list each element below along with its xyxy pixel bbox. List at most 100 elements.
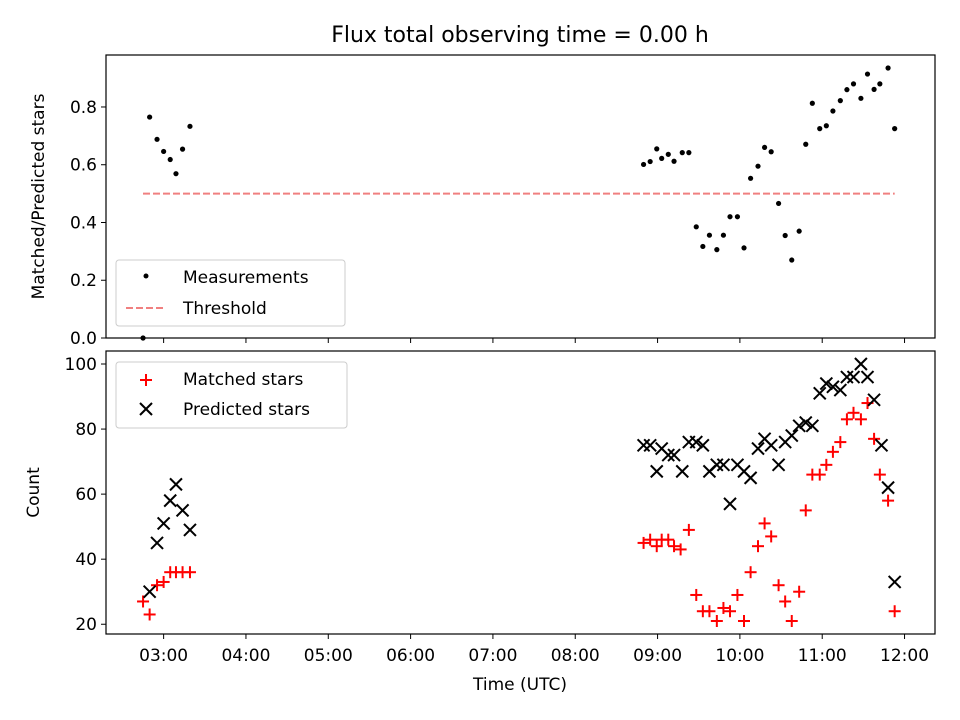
matched-star-point <box>888 605 901 618</box>
matched-star-point <box>820 458 833 471</box>
predicted-star-stroke <box>819 376 834 391</box>
measurement-point <box>830 108 836 114</box>
measurement-point <box>789 257 795 263</box>
predicted-star-point <box>169 477 183 492</box>
predicted-star-stroke <box>661 448 675 462</box>
predicted-star-stroke <box>826 380 840 394</box>
bottom-axis-ticks: 03:00 04:00 05:00 06:00 07:00 08:00 09:00 10:00… <box>65 355 929 666</box>
legend-matched-plus <box>140 374 152 386</box>
predicted-star-point <box>819 376 834 391</box>
predicted-star-point <box>643 438 657 453</box>
matched-star-point <box>137 595 150 608</box>
measurement-point <box>782 232 788 239</box>
predicted-star-point <box>183 523 197 537</box>
predicted-star-stroke <box>751 441 765 456</box>
measurement-point <box>671 158 677 164</box>
measurement-point <box>686 150 692 156</box>
measurement-point <box>179 146 186 152</box>
matched-star-point <box>738 614 751 627</box>
measurement-point <box>714 247 720 253</box>
predicted-star-stroke <box>757 432 772 446</box>
matched-star-point <box>710 614 723 627</box>
predicted-star-stroke <box>730 458 745 472</box>
matched-star-point <box>873 468 886 481</box>
matched-star-point <box>847 406 860 419</box>
matched-star-point <box>868 432 881 445</box>
predicted-star-point <box>867 393 881 407</box>
matched-star-point <box>793 585 806 598</box>
matched-star-point <box>882 494 895 507</box>
x-tick-label: 10:00 <box>715 646 764 666</box>
predicted-star-stroke <box>142 585 157 599</box>
matched-star-point <box>744 566 757 579</box>
measurement-point <box>885 65 891 71</box>
measurement-point <box>161 148 167 155</box>
bottom-data-marks <box>137 357 902 627</box>
predicted-star-point <box>764 438 778 453</box>
measurement-point <box>871 86 877 92</box>
top-y-axis-label: Matched/Predicted stars <box>29 93 49 299</box>
predicted-star-point <box>696 438 710 453</box>
bottom-y-tick-label: 40 <box>75 550 97 570</box>
predicted-star-stroke <box>833 383 848 397</box>
predicted-star-stroke <box>867 393 881 407</box>
predicted-star-point <box>860 370 875 384</box>
predicted-star-point <box>785 428 799 443</box>
bottom-panel: 03:00 04:00 05:00 06:00 07:00 08:00 09:00 10:00… <box>24 350 936 695</box>
measurement-point <box>844 87 850 93</box>
predicted-star-stroke <box>887 575 902 589</box>
matched-star-point <box>151 579 164 592</box>
predicted-star-stroke <box>860 370 875 384</box>
predicted-star-point <box>156 516 171 531</box>
predicted-star-stroke <box>156 516 171 531</box>
matched-star-point <box>674 543 687 556</box>
matched-star-point <box>772 579 785 592</box>
bottom-legend-box <box>115 361 348 429</box>
matched-star-point <box>799 504 812 517</box>
matched-star-point <box>731 588 744 601</box>
predicted-star-point <box>887 575 902 589</box>
x-tick-label: 04:00 <box>221 646 270 666</box>
matched-star-point <box>854 413 867 426</box>
measurement-point <box>167 156 173 163</box>
matched-star-point <box>183 566 196 579</box>
top-legend-box <box>115 259 346 327</box>
predicted-star-stroke <box>675 464 689 479</box>
predicted-star-point <box>689 435 703 449</box>
predicted-star-stroke <box>771 458 786 472</box>
top-data-marks <box>140 65 898 341</box>
predicted-star-point <box>716 458 731 472</box>
matched-star-point <box>826 445 839 458</box>
bottom-plot-frame <box>105 350 936 635</box>
top-y-tick-label: 0.8 <box>70 98 97 118</box>
predicted-star-stroke <box>737 464 751 479</box>
measurement-point <box>654 146 660 152</box>
top-axis-ticks: 0.0 0.2 0.4 0.6 0.8 <box>70 98 906 349</box>
predicted-star-point <box>723 497 737 511</box>
matched-star-point <box>682 523 695 536</box>
matched-star-point <box>765 530 778 543</box>
predicted-star-stroke <box>183 523 197 537</box>
predicted-star-point <box>854 357 868 371</box>
predicted-star-stroke <box>881 480 895 495</box>
predicted-star-stroke <box>643 438 657 453</box>
predicted-star-point <box>675 464 689 479</box>
measurement-point <box>173 171 179 177</box>
matched-star-point <box>668 540 681 553</box>
matched-star-point <box>724 605 737 618</box>
measurement-point <box>640 161 647 168</box>
predicted-star-stroke <box>743 471 758 485</box>
matched-star-point <box>690 588 703 601</box>
predicted-star-point <box>874 438 889 453</box>
predicted-star-point <box>805 419 820 433</box>
predicted-star-stroke <box>723 497 737 511</box>
predicted-star-point <box>771 458 786 472</box>
matched-star-point <box>717 601 730 614</box>
predicted-star-point <box>799 415 813 430</box>
predicted-star-point <box>826 380 840 394</box>
legend-predicted-x <box>139 402 153 416</box>
predicted-star-point <box>792 419 806 433</box>
legend-measurements-dot <box>143 273 149 279</box>
predicted-star-stroke <box>696 438 710 453</box>
bottom-y-tick-label: 100 <box>65 355 97 375</box>
